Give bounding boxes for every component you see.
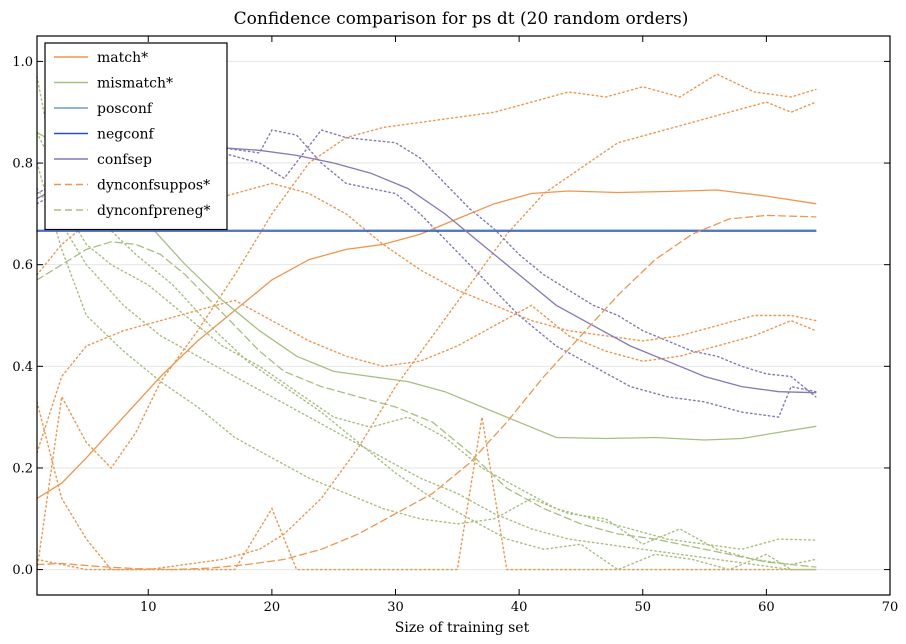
series-line-trial-9 — [36, 299, 817, 454]
legend-label-2: posconf — [97, 101, 154, 117]
x-tick-label-5: 60 — [758, 600, 775, 615]
series-line-trial-12 — [36, 76, 817, 551]
y-tick-label-3: 0.6 — [12, 258, 33, 273]
series-line-trial-8 — [36, 101, 817, 571]
series-line-trial-7 — [36, 73, 817, 571]
x-tick-label-4: 50 — [634, 600, 651, 615]
plot-frame — [36, 35, 891, 596]
series-line-trial-17 — [36, 129, 817, 398]
series-line-trial-11 — [36, 416, 817, 571]
chart-title: Confidence comparison for ps dt (20 rand… — [234, 9, 689, 29]
series-line-trial-15 — [36, 131, 817, 571]
y-tick-label-2: 0.4 — [12, 360, 33, 375]
series-line-match — [36, 189, 817, 500]
y-tick-label-5: 1.0 — [12, 55, 33, 70]
series-line-dynconfpreneg — [36, 241, 817, 568]
series-line-mismatch — [36, 131, 817, 441]
x-tick-label-3: 40 — [511, 600, 528, 615]
y-tick-label-1: 0.2 — [12, 461, 33, 476]
y-tick-label-0: 0.0 — [12, 563, 33, 578]
x-tick-label-1: 20 — [264, 600, 281, 615]
series-line-dynconfsuppos — [36, 214, 817, 571]
series-line-trial-13 — [36, 162, 817, 566]
y-tick-label-4: 0.8 — [12, 157, 33, 172]
x-axis-label: Size of training set — [395, 620, 530, 636]
legend-label-4: confsep — [97, 152, 152, 168]
x-tick-label-6: 70 — [882, 600, 899, 615]
legend-label-3: negconf — [97, 127, 156, 143]
legend: match* mismatch* posconf negconf confsep dync… — [44, 42, 228, 231]
legend-label-6: dynconfpreneg* — [97, 203, 211, 219]
legend-label-1: mismatch* — [97, 76, 173, 92]
legend-label-5: dynconfsuppos* — [97, 178, 210, 194]
axis-ticks: 10 20 30 40 50 60 70 0.0 0.2 0.4 0.6 0.8 1.0 — [12, 36, 898, 615]
legend-label-0: match* — [97, 50, 148, 66]
plot-area — [36, 73, 817, 571]
x-tick-label-0: 10 — [140, 600, 157, 615]
legend-box — [44, 42, 228, 231]
series-line-trial-14 — [36, 187, 817, 571]
x-tick-label-2: 30 — [387, 600, 404, 615]
